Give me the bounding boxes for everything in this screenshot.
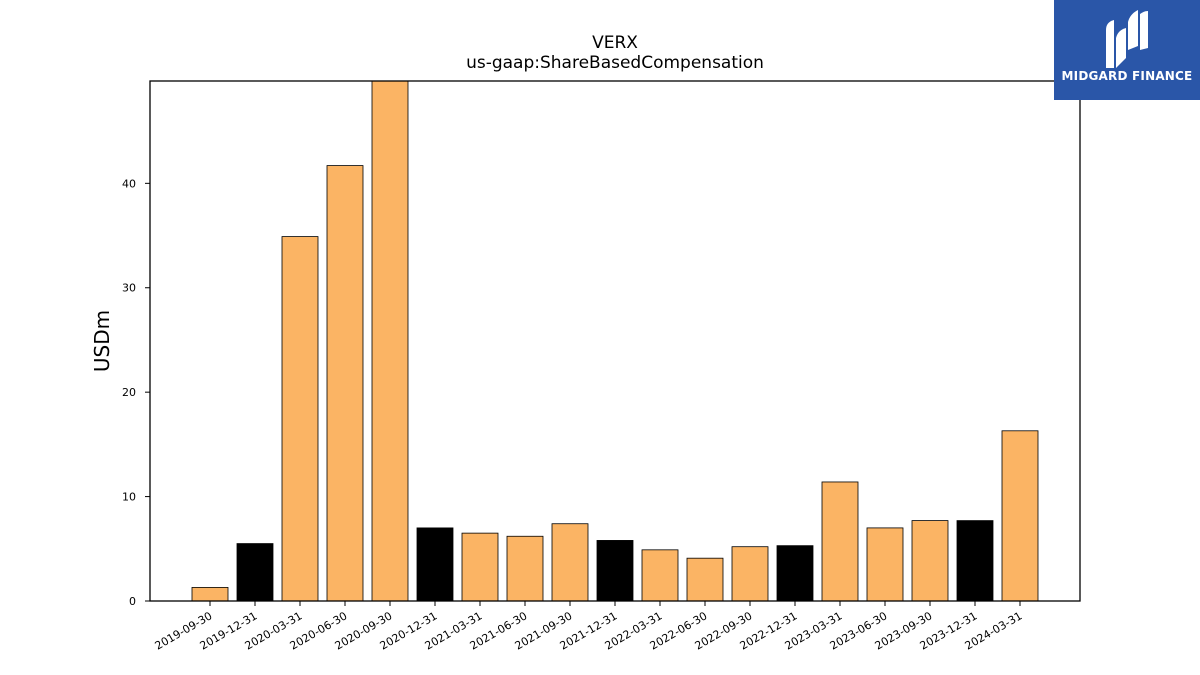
brand-name: MIDGARD FINANCE — [1061, 69, 1193, 83]
y-tick-label: 10 — [122, 491, 136, 504]
y-axis-label: USDm — [90, 310, 114, 372]
bar-2019-09-30 — [191, 587, 229, 602]
bar-2023-06-30 — [866, 527, 904, 602]
y-tick-label: 0 — [129, 595, 136, 608]
bars-group — [191, 80, 1039, 602]
bar-2022-12-31 — [776, 545, 814, 602]
bar-2021-03-31 — [461, 532, 499, 602]
bar-2021-12-31 — [596, 540, 634, 602]
bar-2022-09-30 — [731, 546, 769, 602]
bar-2020-09-30 — [371, 80, 409, 602]
bar-2020-06-30 — [326, 165, 364, 602]
plot-frame — [149, 80, 1081, 602]
bar-2020-03-31 — [281, 236, 319, 602]
brand-logo: MIDGARD FINANCE — [1054, 0, 1200, 100]
chart-subtitle: us-gaap:ShareBasedCompensation — [466, 53, 764, 73]
midgard-m-logo-icon — [1106, 10, 1148, 68]
bar-2024-03-31 — [1001, 430, 1039, 602]
y-tick-label: 30 — [122, 282, 136, 295]
y-tick-label: 20 — [122, 386, 136, 399]
bar-2022-06-30 — [686, 557, 724, 602]
chart-title: VERX — [592, 33, 638, 53]
bar-2020-12-31 — [416, 527, 454, 602]
bar-2021-09-30 — [551, 523, 589, 602]
bar-2019-12-31 — [236, 543, 274, 602]
x-ticks-group: 2019-09-302019-12-312020-03-312020-06-30… — [153, 601, 1025, 653]
bar-2023-03-31 — [821, 481, 859, 602]
bar-2023-12-31 — [956, 520, 994, 602]
y-ticks-group: 0 10 20 30 40 — [122, 177, 150, 608]
bar-2023-09-30 — [911, 520, 949, 602]
y-tick-label: 40 — [122, 177, 136, 190]
bar-2022-03-31 — [641, 549, 679, 602]
bar-2021-06-30 — [506, 535, 544, 602]
